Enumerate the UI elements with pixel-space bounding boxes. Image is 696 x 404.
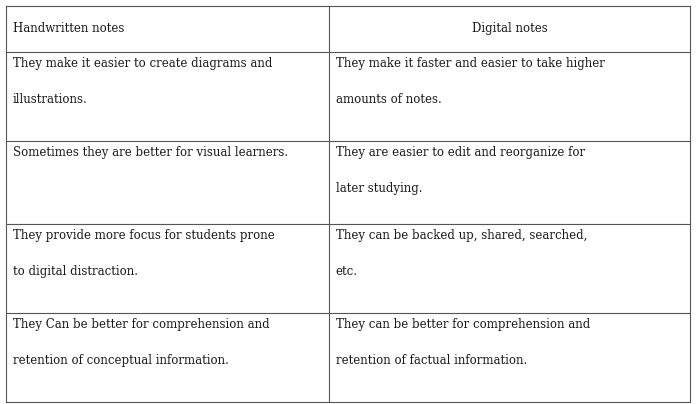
Text: They Can be better for comprehension and

retention of conceptual information.: They Can be better for comprehension and…: [13, 318, 269, 367]
Text: They provide more focus for students prone

to digital distraction.: They provide more focus for students pro…: [13, 229, 274, 278]
Text: Digital notes: Digital notes: [472, 22, 548, 35]
Text: They can be backed up, shared, searched,

etc.: They can be backed up, shared, searched,…: [335, 229, 587, 278]
Text: They make it faster and easier to take higher

amounts of notes.: They make it faster and easier to take h…: [335, 57, 605, 106]
Text: They are easier to edit and reorganize for

later studying.: They are easier to edit and reorganize f…: [335, 146, 585, 195]
Text: Handwritten notes: Handwritten notes: [13, 22, 124, 35]
Text: They can be better for comprehension and

retention of factual information.: They can be better for comprehension and…: [335, 318, 590, 367]
Text: Sometimes they are better for visual learners.: Sometimes they are better for visual lea…: [13, 146, 287, 159]
Text: They make it easier to create diagrams and

illustrations.: They make it easier to create diagrams a…: [13, 57, 272, 106]
